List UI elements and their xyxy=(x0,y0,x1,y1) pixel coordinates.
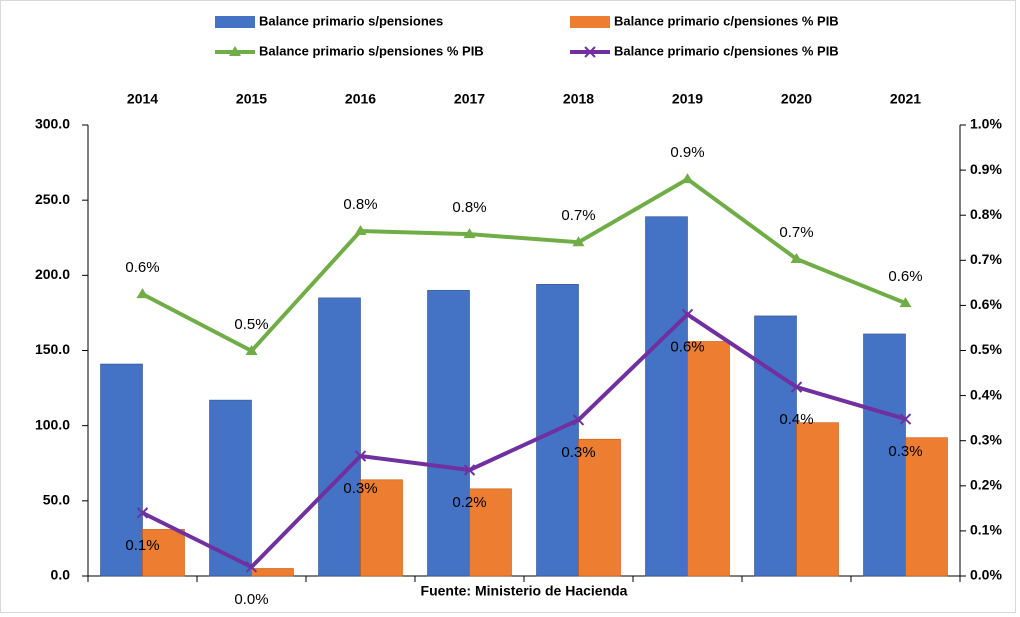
y2-tick-label: 0.5% xyxy=(970,341,1002,357)
bar xyxy=(754,315,797,577)
line xyxy=(141,311,907,570)
x-tick-label: 2020 xyxy=(781,91,812,107)
legend-label: Balance primario c/pensiones % PIB xyxy=(614,43,839,58)
data-label: 0.6% xyxy=(670,338,704,355)
legend-marker xyxy=(229,46,241,56)
legend-label: Balance primario s/pensiones % PIB xyxy=(259,43,484,58)
source: Fuente: Ministerio de Hacienda xyxy=(421,583,628,599)
y-tick-label: 0.0 xyxy=(51,567,71,583)
data-label: 0.0% xyxy=(234,591,268,608)
y2-tick-label: 0.0% xyxy=(970,567,1002,583)
y-tick-label: 300.0 xyxy=(35,116,70,132)
y-tick-label: 250.0 xyxy=(35,191,70,207)
legend-swatch xyxy=(215,16,255,28)
marker xyxy=(790,381,803,393)
bar xyxy=(100,363,143,577)
bar xyxy=(687,341,730,577)
x-tick-label: 2016 xyxy=(345,91,376,107)
x-tick-label: 2018 xyxy=(563,91,594,107)
bar xyxy=(209,399,252,577)
data-label: 0.7% xyxy=(779,224,813,241)
x-tick-label: 2021 xyxy=(890,91,921,107)
y2-tick-label: 0.3% xyxy=(970,431,1002,447)
marker xyxy=(354,450,367,462)
y2-tick-label: 1.0% xyxy=(970,116,1002,132)
y2-tick-label: 0.7% xyxy=(970,251,1002,267)
y-tick-label: 50.0 xyxy=(43,492,70,508)
marker xyxy=(463,228,476,239)
bar xyxy=(578,438,621,577)
marker xyxy=(245,344,258,355)
y2-tick-label: 0.4% xyxy=(970,386,1002,402)
marker xyxy=(790,252,803,263)
bar xyxy=(905,437,948,577)
marker xyxy=(245,561,258,573)
marker xyxy=(899,413,912,425)
y2-tick-label: 0.1% xyxy=(970,522,1002,538)
marker xyxy=(681,308,694,321)
data-label: 0.4% xyxy=(779,411,813,428)
data-label: 0.9% xyxy=(670,144,704,161)
marker xyxy=(136,288,149,299)
legend-label: Balance primario s/pensiones xyxy=(259,13,443,28)
data-label: 0.8% xyxy=(452,199,486,216)
bar xyxy=(796,422,839,577)
data-label: 0.3% xyxy=(888,443,922,460)
x-tick-label: 2017 xyxy=(454,91,485,107)
data-label: 0.7% xyxy=(561,207,595,224)
data-label: 0.6% xyxy=(125,259,159,276)
data-label: 0.1% xyxy=(125,537,159,554)
data-label: 0.2% xyxy=(452,494,486,511)
line xyxy=(141,176,907,354)
data-label: 0.3% xyxy=(561,444,595,461)
marker xyxy=(899,297,912,308)
bar xyxy=(645,216,688,577)
bar xyxy=(469,488,512,577)
bar xyxy=(142,529,185,577)
x-tick-label: 2015 xyxy=(236,91,267,107)
bar xyxy=(318,297,361,577)
bar xyxy=(360,479,403,577)
data-label: 0.6% xyxy=(888,268,922,285)
bar xyxy=(863,333,906,577)
x-tick-label: 2019 xyxy=(672,91,703,107)
y-tick-label: 150.0 xyxy=(35,341,70,357)
marker xyxy=(354,224,367,235)
legend-label: Balance primario c/pensiones % PIB xyxy=(614,13,839,28)
y-tick-label: 200.0 xyxy=(35,266,70,282)
data-label: 0.8% xyxy=(343,196,377,213)
marker xyxy=(572,414,585,426)
marker xyxy=(136,507,149,519)
y2-tick-label: 0.2% xyxy=(970,477,1002,493)
marker xyxy=(463,464,476,476)
bar xyxy=(427,290,470,577)
x-tick-label: 2014 xyxy=(127,91,158,107)
data-label: 0.5% xyxy=(234,316,268,333)
data-label: 0.3% xyxy=(343,480,377,497)
marker xyxy=(572,236,585,247)
legend-marker xyxy=(584,46,596,58)
marker xyxy=(681,173,694,184)
legend-swatch xyxy=(570,16,610,28)
y-tick-label: 100.0 xyxy=(35,416,70,432)
bar xyxy=(251,568,294,577)
y2-tick-label: 0.8% xyxy=(970,206,1002,222)
y2-tick-label: 0.9% xyxy=(970,161,1002,177)
y2-tick-label: 0.6% xyxy=(970,296,1002,312)
